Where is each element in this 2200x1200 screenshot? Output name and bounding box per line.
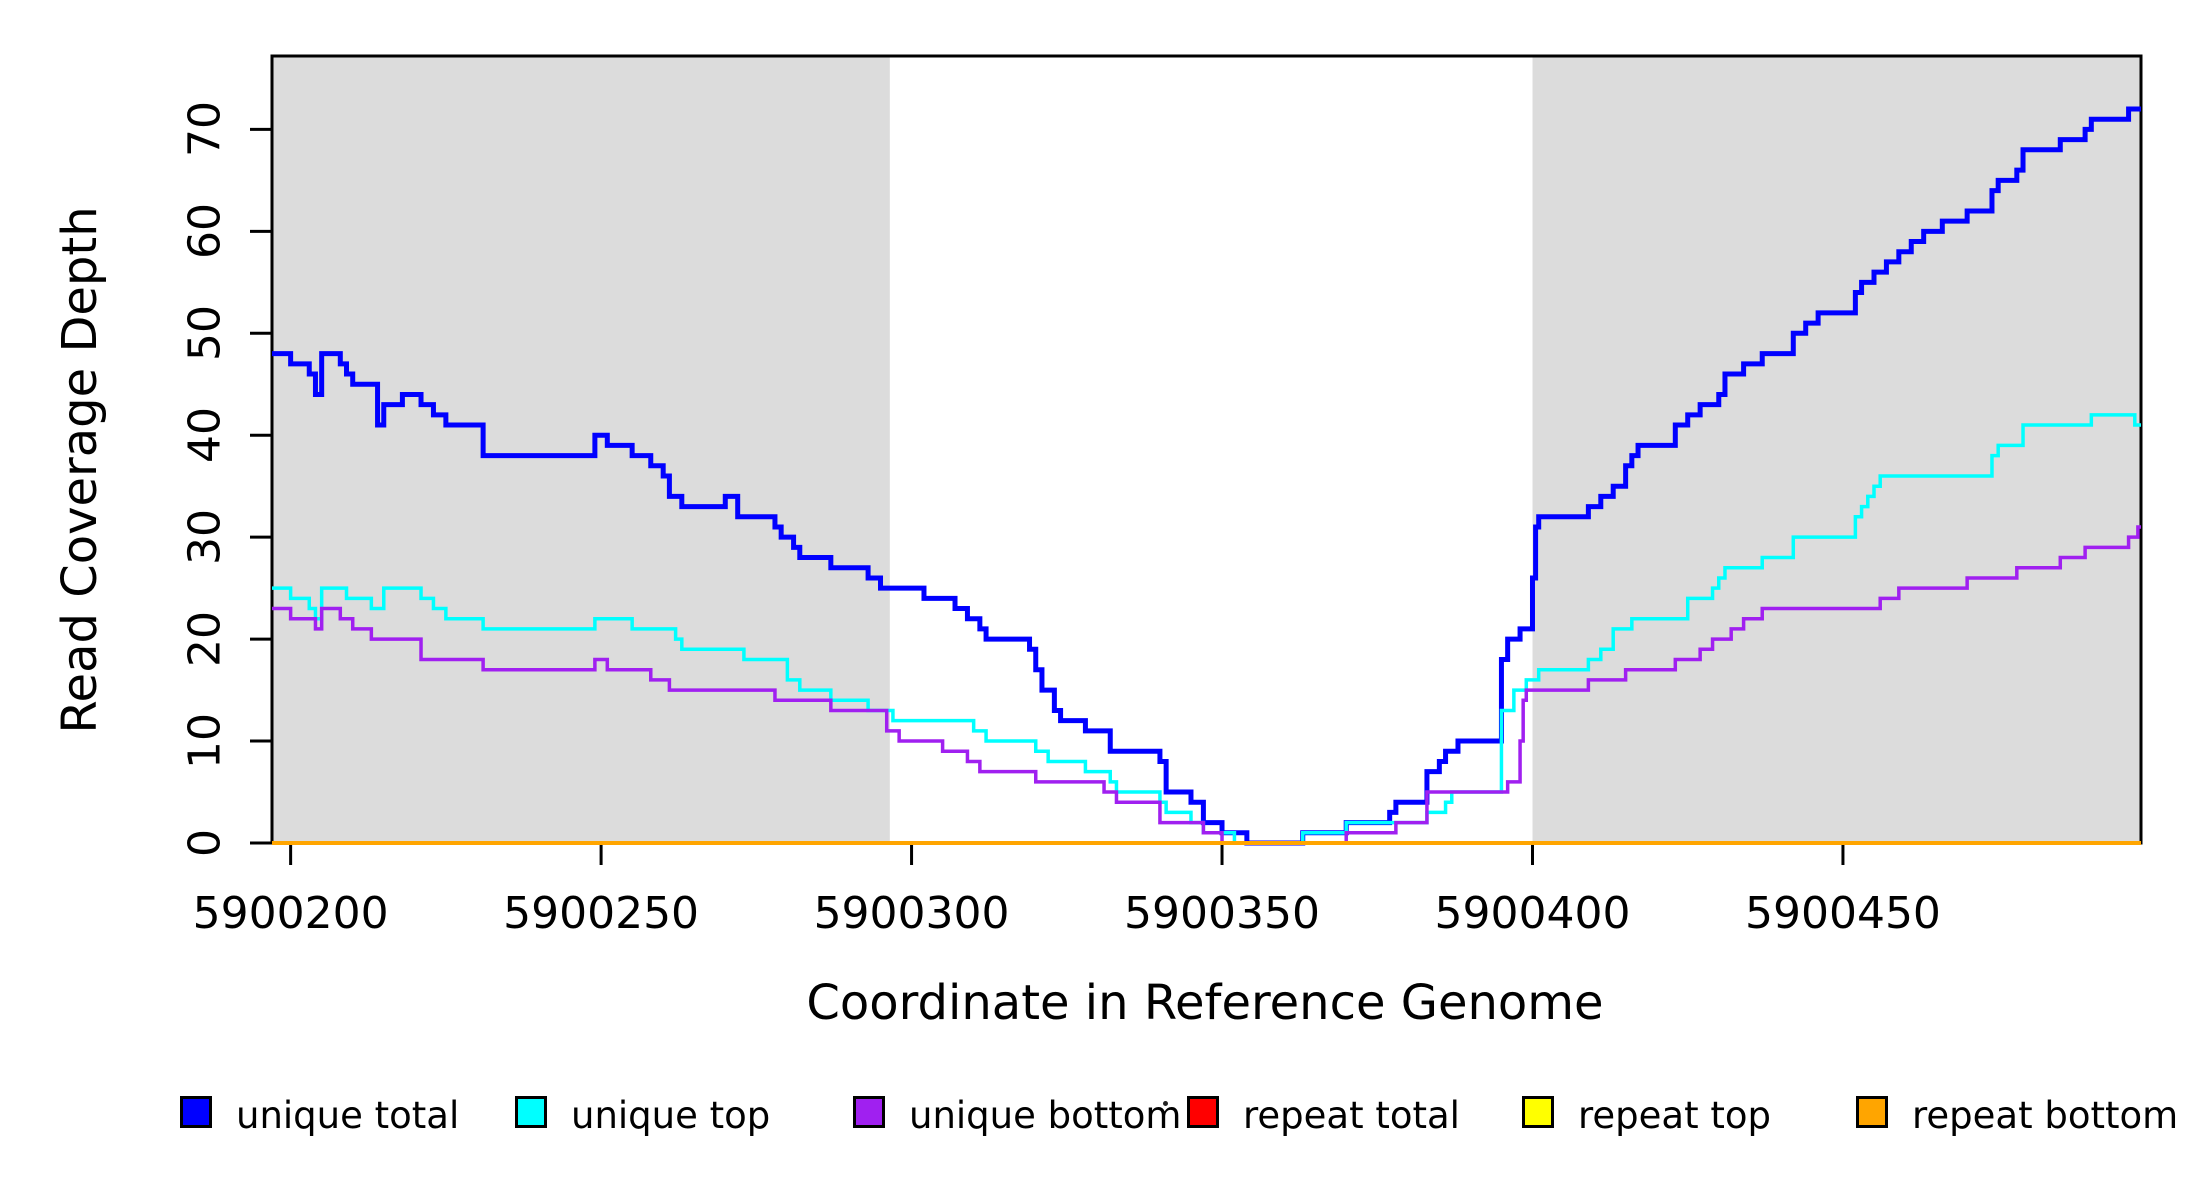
y-tick-label: 30 (179, 509, 231, 566)
legend-label: repeat top (1578, 1094, 1771, 1137)
x-tick-label: 5900250 (503, 888, 700, 939)
y-tick-label: 10 (179, 713, 231, 770)
x-tick-label: 5900300 (813, 888, 1010, 939)
y-tick-label: 40 (179, 407, 231, 464)
x-tick-label: 5900450 (1744, 888, 1941, 939)
y-tick-label: 0 (179, 829, 231, 857)
stray-mark-dot (1163, 1101, 1168, 1106)
legend-swatch-icon (1856, 1096, 1888, 1128)
shaded-region-1 (1532, 56, 2141, 843)
legend-swatch-icon (1187, 1096, 1219, 1128)
shaded-region-0 (272, 56, 890, 843)
legend-swatch-icon (515, 1096, 547, 1128)
legend-swatch-icon (853, 1096, 885, 1128)
y-tick-label: 70 (179, 101, 231, 158)
legend-swatch-icon (1522, 1096, 1554, 1128)
x-tick-label: 5900200 (192, 888, 389, 939)
legend-label: unique total (236, 1094, 460, 1137)
legend-label: unique top (571, 1094, 771, 1137)
legend-swatch-icon (180, 1096, 212, 1128)
x-tick-label: 5900350 (1124, 888, 1320, 939)
series-line-unique-total (272, 106, 2141, 846)
legend-label: repeat total (1243, 1094, 1460, 1137)
y-tick-label: 50 (179, 305, 231, 362)
x-axis-title: Coordinate in Reference Genome (806, 975, 1604, 1031)
y-tick-label: 20 (179, 611, 231, 668)
y-tick-label: 60 (179, 203, 231, 260)
y-axis-title: Read Coverage Depth (52, 206, 108, 734)
legend-label: repeat bottom (1912, 1094, 2179, 1137)
legend-label: unique bottom (909, 1094, 1182, 1137)
series-line-unique-bottom (272, 525, 2141, 845)
x-tick-label: 5900400 (1434, 888, 1631, 939)
